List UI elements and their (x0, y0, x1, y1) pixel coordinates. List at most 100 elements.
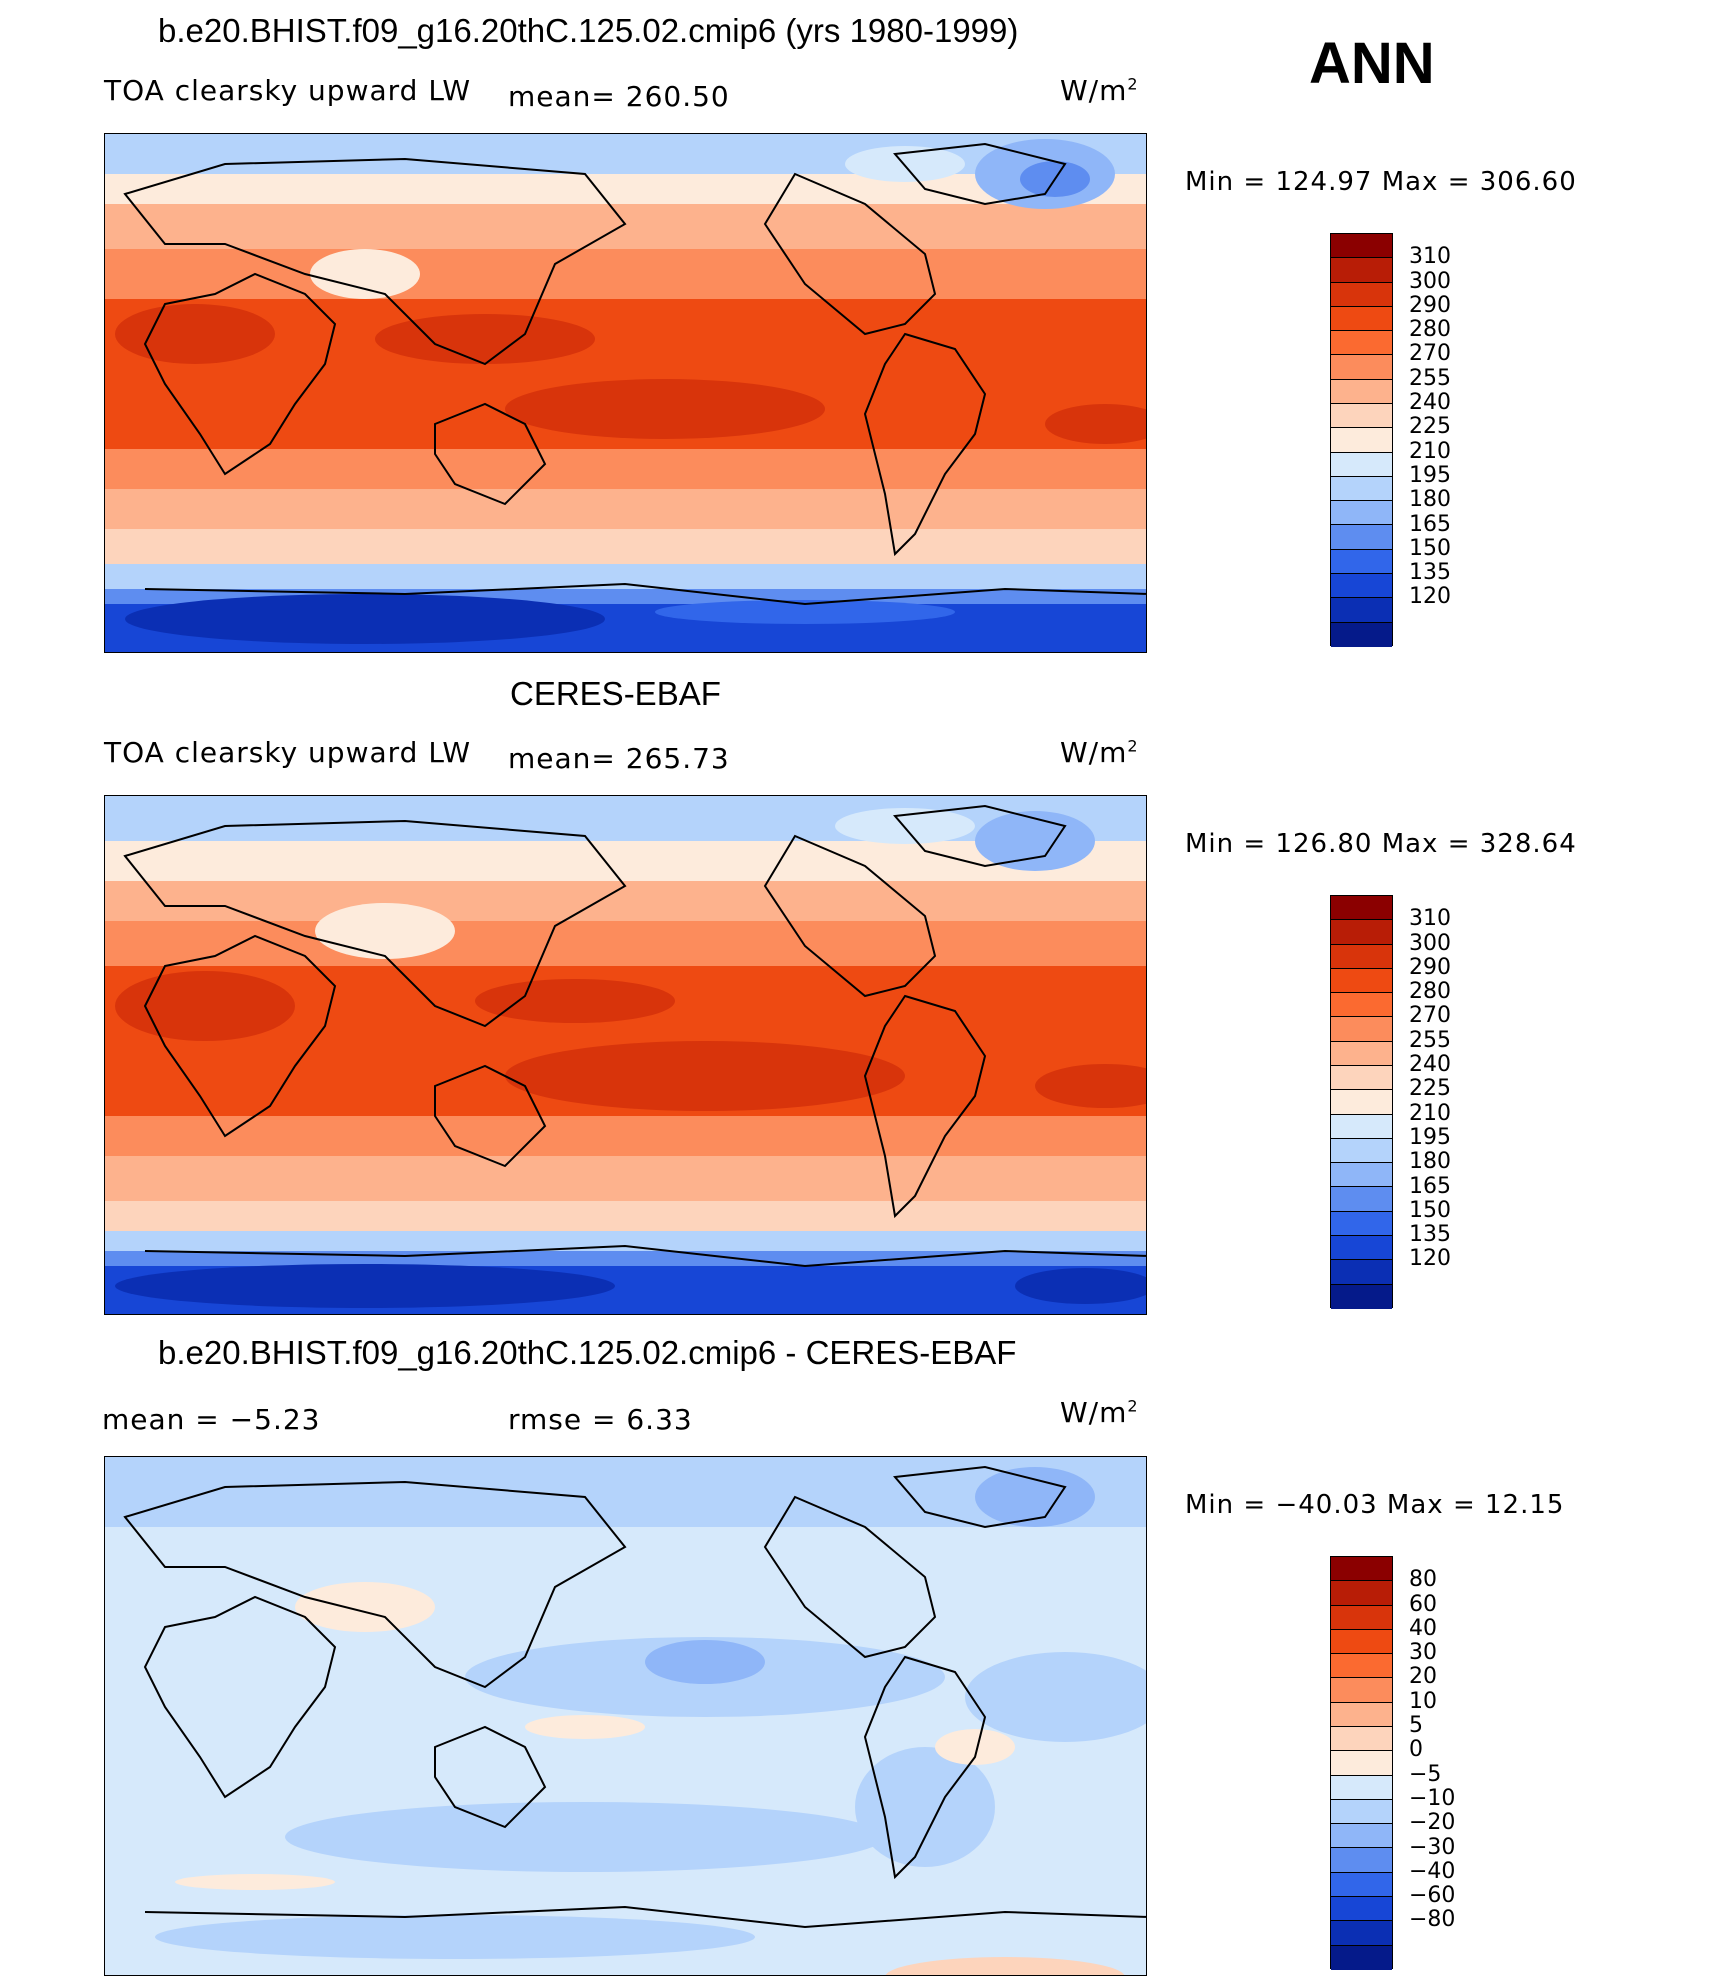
colorbar-tick-label: 270 (1409, 341, 1451, 367)
panel-2-colorbar (1330, 895, 1393, 1309)
colorbar-tick-label: −10 (1409, 1785, 1456, 1811)
colorbar-tick-label: 60 (1409, 1591, 1437, 1617)
colorbar-segment (1331, 1629, 1392, 1655)
colorbar-tick-label: 165 (1409, 511, 1451, 537)
colorbar-tick-label: 10 (1409, 1688, 1437, 1714)
colorbar-tick-label: 290 (1409, 954, 1451, 980)
colorbar-segment (1331, 428, 1392, 453)
colorbar-tick-label: 5 (1409, 1713, 1423, 1739)
panel-2-title: CERES-EBAF (510, 675, 721, 712)
colorbar-tick-label: 20 (1409, 1664, 1437, 1690)
colorbar-segment (1331, 1896, 1392, 1922)
colorbar-segment (1331, 525, 1392, 550)
panel-2-map (104, 795, 1147, 1315)
panel-3-mean-label: mean = −5.23 (102, 1403, 321, 1436)
colorbar-segment (1331, 1775, 1392, 1800)
colorbar-segment (1331, 476, 1392, 502)
colorbar-segment (1331, 1163, 1392, 1188)
panel-1-colorbar (1330, 233, 1393, 647)
panel-1-map (104, 133, 1147, 653)
panel-3-rmse-label: rmse = 6.33 (508, 1403, 693, 1436)
colorbar-segment (1331, 379, 1392, 404)
colorbar-segment (1331, 1702, 1392, 1727)
colorbar-segment (1331, 306, 1392, 332)
colorbar-segment (1331, 549, 1392, 574)
colorbar-tick-label: 240 (1409, 1052, 1451, 1078)
colorbar-segment (1331, 1654, 1392, 1679)
colorbar-segment (1331, 1581, 1392, 1606)
colorbar-tick-label: 310 (1409, 906, 1451, 932)
panel-2-minmax: Min = 126.80 Max = 328.64 (1185, 829, 1577, 859)
colorbar-tick-label: 180 (1409, 487, 1451, 513)
colorbar-segment (1331, 1751, 1392, 1776)
colorbar-tick-label: 255 (1409, 1027, 1451, 1053)
colorbar-segment (1331, 234, 1392, 259)
panel-3-title: b.e20.BHIST.f09_g16.20thC.125.02.cmip6 -… (158, 1334, 1017, 1371)
panel-1-title: b.e20.BHIST.f09_g16.20thC.125.02.cmip6 (… (158, 12, 1019, 49)
colorbar-segment (1331, 1235, 1392, 1261)
colorbar-tick-label: 80 (1409, 1567, 1437, 1593)
colorbar-segment (1331, 1824, 1392, 1849)
colorbar-tick-label: 270 (1409, 1003, 1451, 1029)
colorbar-segment (1331, 1872, 1392, 1897)
colorbar-segment (1331, 1211, 1392, 1236)
colorbar-tick-label: −20 (1409, 1810, 1456, 1836)
colorbar-tick-label: 210 (1409, 1100, 1451, 1126)
colorbar-tick-label: 180 (1409, 1149, 1451, 1175)
colorbar-segment (1331, 944, 1392, 969)
colorbar-tick-label: −80 (1409, 1907, 1456, 1933)
colorbar-segment (1331, 920, 1392, 945)
panel-3-colorbar (1330, 1556, 1393, 1970)
colorbar-tick-label: 300 (1409, 930, 1451, 956)
colorbar-segment (1331, 598, 1392, 623)
colorbar-tick-label: 120 (1409, 1246, 1451, 1272)
panel-1-units: W/m2 (1060, 74, 1139, 107)
colorbar-tick-label: 280 (1409, 317, 1451, 343)
panel-3-minmax: Min = −40.03 Max = 12.15 (1185, 1490, 1565, 1520)
colorbar-tick-label: 225 (1409, 1076, 1451, 1102)
colorbar-segment (1331, 1921, 1392, 1946)
colorbar-segment (1331, 1041, 1392, 1066)
colorbar-tick-label: 195 (1409, 462, 1451, 488)
panel-1-variable-label: TOA clearsky upward LW (104, 74, 472, 107)
colorbar-segment (1331, 1848, 1392, 1873)
colorbar-segment (1331, 258, 1392, 283)
season-label: ANN (1309, 31, 1435, 96)
colorbar-tick-label: −40 (1409, 1858, 1456, 1884)
panel-2-mean-label: mean= 265.73 (508, 742, 730, 775)
colorbar-tick-label: 150 (1409, 535, 1451, 561)
colorbar-segment (1331, 896, 1392, 921)
colorbar-segment (1331, 1017, 1392, 1042)
colorbar-segment (1331, 355, 1392, 380)
colorbar-tick-label: 240 (1409, 390, 1451, 416)
colorbar-segment (1331, 1799, 1392, 1825)
colorbar-segment (1331, 1284, 1392, 1309)
colorbar-tick-label: 135 (1409, 560, 1451, 586)
colorbar-segment (1331, 331, 1392, 356)
panel-3-units: W/m2 (1060, 1396, 1139, 1429)
colorbar-segment (1331, 1114, 1392, 1139)
colorbar-tick-label: 225 (1409, 414, 1451, 440)
colorbar-segment (1331, 501, 1392, 526)
colorbar-tick-label: 135 (1409, 1222, 1451, 1248)
colorbar-segment (1331, 1187, 1392, 1212)
colorbar-tick-label: 300 (1409, 268, 1451, 294)
colorbar-tick-label: 255 (1409, 365, 1451, 391)
colorbar-segment (1331, 1557, 1392, 1582)
colorbar-segment (1331, 452, 1392, 477)
colorbar-tick-label: 120 (1409, 584, 1451, 610)
colorbar-tick-label: −30 (1409, 1834, 1456, 1860)
colorbar-tick-label: 210 (1409, 438, 1451, 464)
colorbar-segment (1331, 1678, 1392, 1703)
colorbar-tick-label: 280 (1409, 979, 1451, 1005)
panel-3-map (104, 1456, 1147, 1976)
colorbar-tick-label: 195 (1409, 1124, 1451, 1150)
colorbar-tick-label: −60 (1409, 1883, 1456, 1909)
colorbar-segment (1331, 1726, 1392, 1752)
panel-2-units: W/m2 (1060, 736, 1139, 769)
colorbar-tick-label: 165 (1409, 1173, 1451, 1199)
colorbar-tick-label: 310 (1409, 244, 1451, 270)
colorbar-tick-label: 290 (1409, 292, 1451, 318)
colorbar-segment (1331, 1260, 1392, 1285)
colorbar-segment (1331, 1090, 1392, 1115)
